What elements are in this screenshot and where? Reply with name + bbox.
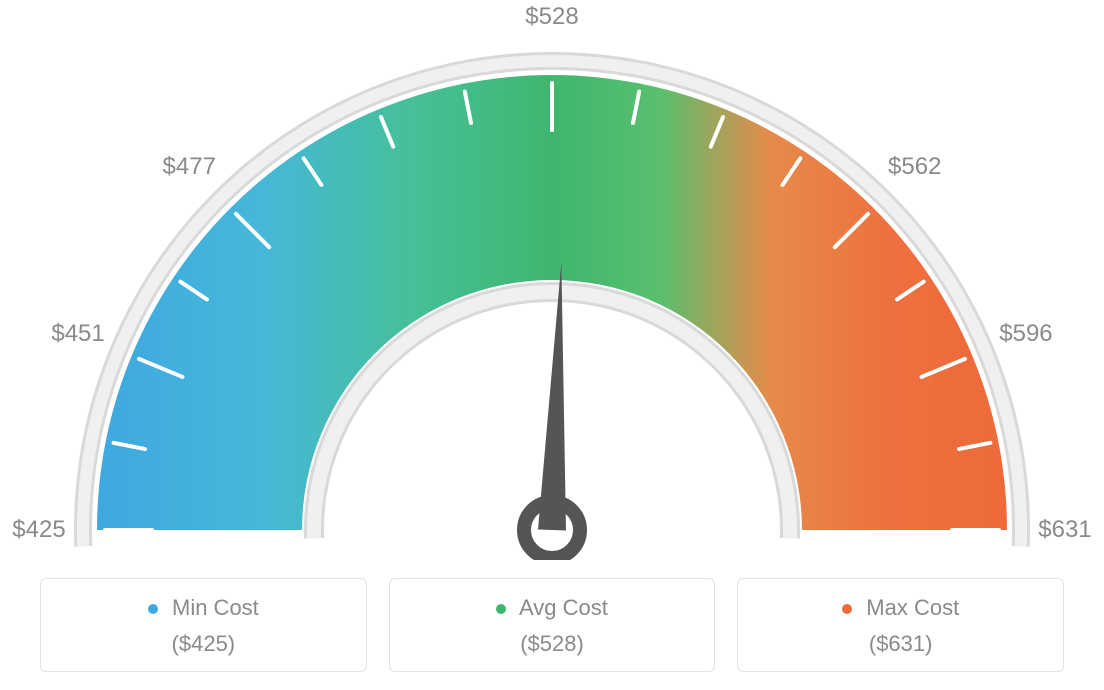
gauge-svg (0, 0, 1104, 560)
legend-dot-avg (496, 604, 506, 614)
legend-dot-min (148, 604, 158, 614)
legend-card-avg: Avg Cost ($528) (389, 578, 716, 672)
gauge-tick-label: $451 (51, 320, 104, 348)
legend-row: Min Cost ($425) Avg Cost ($528) Max Cost… (40, 578, 1064, 672)
legend-value-min: ($425) (51, 631, 356, 657)
legend-title-text-min: Min Cost (172, 595, 259, 620)
legend-card-max: Max Cost ($631) (737, 578, 1064, 672)
gauge-chart: $425 $451 $477 $528 $562 $596 $631 (0, 0, 1104, 560)
legend-title-max: Max Cost (748, 595, 1053, 621)
gauge-tick-label: $596 (999, 320, 1052, 348)
gauge-tick-label: $425 (12, 516, 65, 544)
legend-dot-max (842, 604, 852, 614)
gauge-tick-label: $528 (525, 3, 578, 31)
legend-value-avg: ($528) (400, 631, 705, 657)
legend-card-min: Min Cost ($425) (40, 578, 367, 672)
legend-title-text-avg: Avg Cost (519, 595, 608, 620)
legend-title-avg: Avg Cost (400, 595, 705, 621)
gauge-tick-label: $477 (163, 153, 216, 181)
gauge-tick-label: $631 (1038, 516, 1091, 544)
legend-title-min: Min Cost (51, 595, 356, 621)
legend-value-max: ($631) (748, 631, 1053, 657)
gauge-tick-label: $562 (888, 153, 941, 181)
legend-title-text-max: Max Cost (866, 595, 959, 620)
